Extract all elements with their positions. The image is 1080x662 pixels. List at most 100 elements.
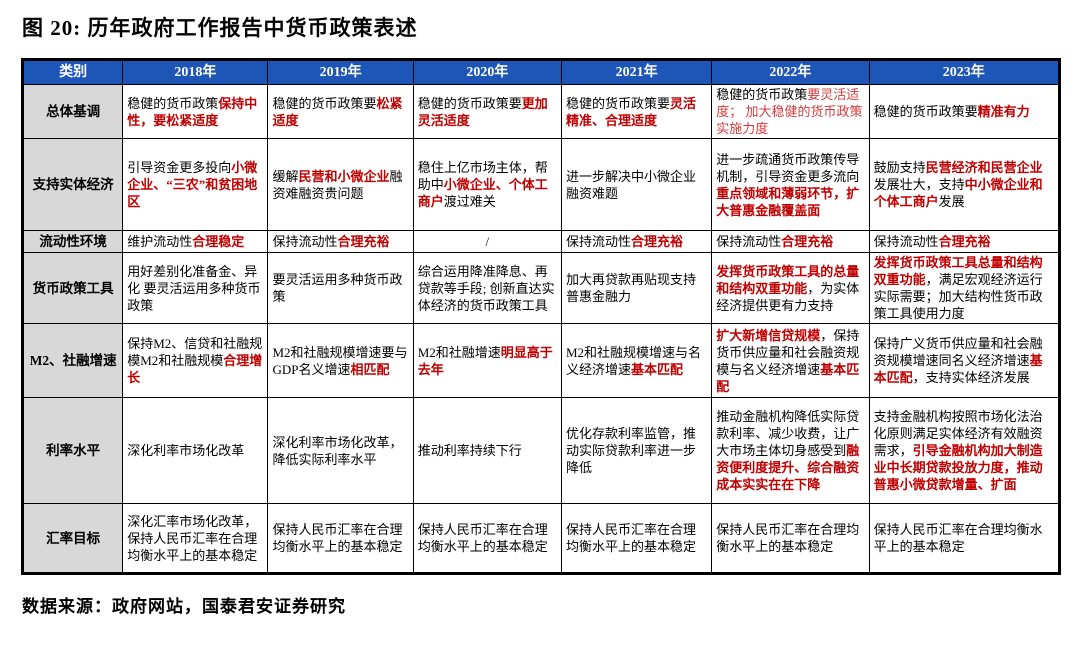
table-cell: 鼓励支持民营经济和民营企业发展壮大，支持中小微企业和个体工商户发展 <box>868 138 1061 231</box>
table-cell: 进一步解决中小微企业融资难题 <box>560 138 713 231</box>
table-row: 货币政策工具 用好差别化准备金、异化 要灵活运用多种货币政策 要灵活运用多种货币政策… <box>21 252 1061 324</box>
row-label: 支持实体经济 <box>21 138 124 231</box>
table-cell: 推动利率持续下行 <box>412 397 563 504</box>
cell-text-segment: 合理稳定 <box>192 234 245 249</box>
cell-text-segment: 民营和小微企业 <box>298 168 390 184</box>
cell-text-segment: 保持广义货币供应量和社会融资规模增速同名义经济增速 <box>873 336 1043 368</box>
table-cell: 扩大新增信贷规模，保持货币供应量和社会融资规模与名义经济增速基本匹配 <box>711 323 870 398</box>
column-header: 2020年 <box>412 59 563 85</box>
table-cell: 保持流动性合理充裕 <box>711 230 870 253</box>
cell-text-segment: 发挥货币政策工具总量和结构双重功能 <box>873 255 1043 287</box>
cell-text-segment: 要灵活适度； 加大稳健的货币政策实施力度 <box>716 87 863 136</box>
cell-text-segment: 深化汇率市场化改革，保持人民币汇率在合理均衡水平上的基本稳定 <box>127 513 258 563</box>
table-row: M2、社融增速 保持M2、信贷和社融规模M2和社融规模合理增长 M2和社融规模增速要… <box>21 323 1061 398</box>
cell-text-segment: 发展壮大，支持 <box>873 177 965 192</box>
cell-text-segment: 保持流动性 <box>272 234 338 249</box>
cell-text-segment: 保持流动性 <box>873 234 939 249</box>
cell-text-segment: 保持人民币汇率在合理均衡水平上的基本稳定 <box>873 522 1043 554</box>
table-cell: 保持人民币汇率在合理均衡水平上的基本稳定 <box>560 503 713 574</box>
table-cell: 稳健的货币政策要更加灵活适度 <box>412 84 563 139</box>
column-header: 2022年 <box>711 59 870 85</box>
table-cell: 深化汇率市场化改革，保持人民币汇率在合理均衡水平上的基本稳定 <box>122 503 269 574</box>
cell-text-segment: 小微企业、个体工商户 <box>417 177 548 209</box>
table-cell: 发挥货币政策工具的总量和结构双重功能，为实体经济提供更有力支持 <box>711 252 870 324</box>
cell-text-segment: 缓解 <box>272 168 299 184</box>
cell-text-segment: 进一步疏通货币政策传导机制，引导资金更多流向 <box>716 151 860 184</box>
cell-text-segment: 保持人民币汇率在合理均衡水平上的基本稳定 <box>716 522 860 554</box>
cell-text-segment: 民营经济和民营企业 <box>925 160 1043 175</box>
cell-text-segment: 中小微企业和个体工商户 <box>873 177 1043 209</box>
cell-text-segment: 综合运用降准降息、再贷款等手段; 创新直达实体经济的货币政策工具 <box>417 263 555 313</box>
table-cell: 稳健的货币政策要灵活适度； 加大稳健的货币政策实施力度 <box>711 84 870 139</box>
cell-text-segment: 稳健的货币政策要 <box>272 95 377 111</box>
table-cell: 加大再贷款再贴现支持普惠金融力 <box>560 252 713 324</box>
table-cell: 稳健的货币政策保持中性，要松紧适度 <box>122 84 269 139</box>
cell-text-segment: 发展 <box>938 194 965 209</box>
row-label: 利率水平 <box>21 397 124 504</box>
table-cell: 保持M2、信贷和社融规模M2和社融规模合理增长 <box>122 323 269 398</box>
table-row: 汇率目标 深化汇率市场化改革，保持人民币汇率在合理均衡水平上的基本稳定 保持人民币汇… <box>21 503 1061 574</box>
table-cell: 深化利率市场化改革，降低实际利率水平 <box>267 397 414 504</box>
cell-text-segment: 融资难融资贵问题 <box>272 168 403 201</box>
table-cell: 稳健的货币政策要灵活精准、合理适度 <box>560 84 713 139</box>
cell-text-segment: 更加灵活适度 <box>417 95 548 128</box>
cell-text-segment: 用好差别化准备金、异化 要灵活运用多种货币政策 <box>127 263 261 313</box>
cell-text-segment: 合理充裕 <box>631 234 684 249</box>
cell-text-segment: 相匹配 <box>350 361 390 377</box>
table-cell: 保持人民币汇率在合理均衡水平上的基本稳定 <box>412 503 563 574</box>
table-cell: 用好差别化准备金、异化 要灵活运用多种货币政策 <box>122 252 269 324</box>
cell-text-segment: ，保持货币供应量和社会融资规模与名义经济增速 <box>716 327 860 377</box>
table-cell: / <box>412 230 563 253</box>
column-header: 2019年 <box>267 59 414 85</box>
table-cell: 稳住上亿市场主体，帮助中小微企业、个体工商户渡过难关 <box>412 138 563 231</box>
cell-text-segment: 合理充裕 <box>781 234 834 249</box>
cell-text-segment: 合理充裕 <box>938 234 991 249</box>
cell-text-segment: 扩大新增信贷规模 <box>716 327 821 343</box>
cell-text-segment: 合理充裕 <box>337 234 390 249</box>
cell-text-segment: 基本匹配 <box>631 361 684 377</box>
table-cell: 保持人民币汇率在合理均衡水平上的基本稳定 <box>267 503 414 574</box>
cell-text-segment: 稳健的货币政策 <box>716 87 808 102</box>
row-label: M2、社融增速 <box>21 323 124 398</box>
table-cell: 深化利率市场化改革 <box>122 397 269 504</box>
cell-text-segment: 基本匹配 <box>716 361 860 394</box>
cell-text-segment: 鼓励支持 <box>873 160 926 175</box>
cell-text-segment: M2和社融规模增速要与GDP名义增速 <box>272 344 408 377</box>
column-header: 2021年 <box>560 59 713 85</box>
cell-text-segment: ，为实体经济提供更有力支持 <box>716 280 860 313</box>
table-cell: 保持流动性合理充裕 <box>560 230 713 253</box>
cell-text-segment: 保持人民币汇率在合理均衡水平上的基本稳定 <box>566 522 697 554</box>
cell-text-segment: 稳健的货币政策要 <box>873 104 978 119</box>
table-cell: M2和社融增速明显高于去年 <box>412 323 563 398</box>
cell-text-segment: 加大再贷款再贴现支持普惠金融力 <box>566 272 697 304</box>
cell-text-segment: 合理增长 <box>127 353 263 385</box>
table-row: 总体基调 稳健的货币政策保持中性，要松紧适度 稳健的货币政策要松紧适度 稳健的货币政策… <box>21 84 1061 139</box>
cell-text-segment: 推动金融机构降低实际贷款利率、减少收费，让广大市场主体切身感受到 <box>716 409 860 458</box>
monetary-policy-table: 类别 2018年 2019年 2020年 2021年 2022年 2023年 总体基调 稳健的… <box>21 58 1061 575</box>
table-cell: 进一步疏通货币政策传导机制，引导资金更多流向重点领域和薄弱环节，扩大普惠金融覆盖… <box>711 138 870 231</box>
table-cell: 保持流动性合理充裕 <box>267 230 414 253</box>
cell-text-segment: 推动利率持续下行 <box>417 443 522 458</box>
cell-text-segment: 小微企业、“三农”和贫困地区 <box>127 160 258 209</box>
cell-text-segment: 基本匹配 <box>873 353 1043 385</box>
cell-text-segment: 渡过难关 <box>443 194 496 209</box>
cell-text-segment: 融资便利度提升、综合融资成本实实在在下降 <box>716 443 860 492</box>
cell-text-segment: 发挥货币政策工具的总量和结构双重功能 <box>716 263 860 296</box>
table-cell: 优化存款利率监管，推动实际贷款利率进一步降低 <box>560 397 713 504</box>
cell-text-segment: 稳住上亿市场主体，帮助中 <box>417 160 548 192</box>
row-label: 总体基调 <box>21 84 124 139</box>
cell-text-segment: ，支持实体经济发展 <box>912 370 1030 385</box>
cell-text-segment: 明显高于去年 <box>417 344 553 377</box>
table-cell: 引导资金更多投向小微企业、“三农”和贫困地区 <box>122 138 269 231</box>
data-source-note: 数据来源：政府网站，国泰君安证券研究 <box>22 597 346 616</box>
cell-text-segment: 要灵活运用多种货币政策 <box>272 272 403 304</box>
table-cell: 保持广义货币供应量和社会融资规模增速同名义经济增速基本匹配，支持实体经济发展 <box>868 323 1061 398</box>
cell-text-segment: 深化利率市场化改革 <box>127 443 245 458</box>
table-row: 流动性环境 维护流动性合理稳定 保持流动性合理充裕 / 保持流动性合理充裕 保持流动性合理… <box>21 230 1061 253</box>
table-cell: 综合运用降准降息、再贷款等手段; 创新直达实体经济的货币政策工具 <box>412 252 563 324</box>
cell-text-segment: 精准有力 <box>977 104 1030 119</box>
column-header: 2018年 <box>122 59 269 85</box>
cell-text-segment: 松紧适度 <box>272 95 403 128</box>
cell-text-segment: 稳健的货币政策 <box>127 95 219 111</box>
